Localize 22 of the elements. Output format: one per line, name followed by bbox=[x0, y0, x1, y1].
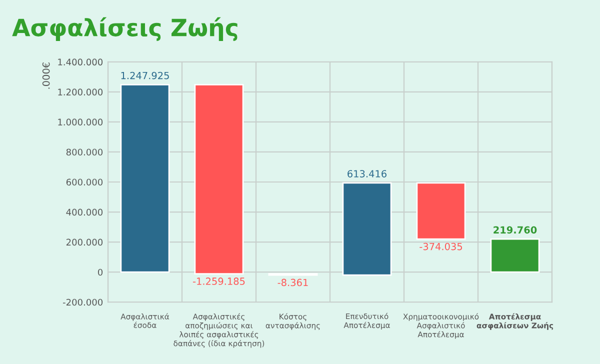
data-label: -374.035 bbox=[420, 242, 462, 250]
y-tick-label: 200.000 bbox=[66, 238, 103, 246]
y-tick-label: 600.000 bbox=[66, 178, 103, 186]
bar bbox=[120, 84, 170, 273]
y-tick-label: 800.000 bbox=[66, 148, 103, 156]
y-tick-label: 1.000.000 bbox=[58, 118, 103, 126]
chart-title: Ασφαλίσεις Ζωής bbox=[12, 17, 238, 42]
y-tick-label: -200.000 bbox=[62, 298, 103, 306]
y-tick-label: 400.000 bbox=[66, 208, 103, 216]
data-label: 1.247.925 bbox=[121, 72, 169, 80]
y-tick-label: 1.200.000 bbox=[58, 88, 103, 96]
bar bbox=[416, 182, 466, 240]
y-tick-label: 1.400.000 bbox=[58, 58, 103, 66]
y-axis-title: .000€ bbox=[42, 62, 50, 89]
data-label: 613.416 bbox=[348, 170, 386, 178]
bar bbox=[194, 84, 244, 274]
data-label: 219.760 bbox=[494, 226, 537, 234]
bar bbox=[342, 182, 392, 276]
bar bbox=[490, 238, 540, 273]
data-label: -8.361 bbox=[278, 278, 308, 286]
y-tick-label: 0 bbox=[98, 268, 103, 276]
data-label: -1.259.185 bbox=[192, 278, 245, 285]
